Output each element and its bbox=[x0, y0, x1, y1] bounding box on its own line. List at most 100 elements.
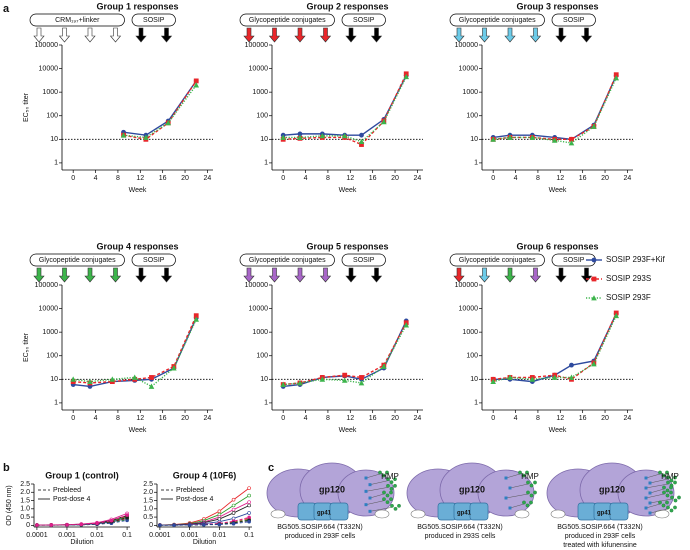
x-tick-label: 24 bbox=[624, 415, 632, 422]
y-tick-label: 100000 bbox=[245, 42, 268, 49]
immunization-label: SOSIP bbox=[353, 257, 375, 264]
legend-label: SOSIP 293F bbox=[606, 293, 651, 302]
immunization-arrow bbox=[453, 27, 465, 43]
mannose bbox=[669, 478, 674, 483]
mannose bbox=[533, 490, 537, 495]
series-line bbox=[123, 80, 197, 136]
x-tick-label: 24 bbox=[414, 415, 422, 422]
mannose bbox=[661, 473, 666, 478]
x-tick-label: 0.1 bbox=[122, 532, 132, 539]
marker bbox=[280, 134, 286, 140]
x-tick-label: 8 bbox=[326, 415, 330, 422]
marker bbox=[172, 523, 176, 527]
legend-label: SOSIP 293S bbox=[606, 274, 651, 283]
glycan-core bbox=[368, 509, 372, 513]
marker bbox=[158, 523, 162, 527]
marker bbox=[341, 377, 348, 383]
marker bbox=[193, 78, 199, 84]
series-line bbox=[123, 84, 197, 139]
mannose bbox=[673, 505, 677, 510]
membrane-bit bbox=[410, 509, 426, 519]
x-tick-label: 16 bbox=[369, 175, 377, 182]
glycan-stalk bbox=[645, 473, 661, 479]
x-tick-label: 24 bbox=[624, 175, 632, 182]
mannose bbox=[525, 503, 530, 508]
x-tick-label: 4 bbox=[304, 415, 308, 422]
immunization-box bbox=[131, 253, 176, 267]
y-tick-label: 2.5 bbox=[143, 481, 153, 488]
x-tick-label: 12 bbox=[136, 175, 144, 182]
y-tick-label: 1 bbox=[264, 160, 268, 167]
marker bbox=[591, 257, 597, 263]
gp120-label: gp120 bbox=[599, 484, 625, 494]
y-tick-label: 100 bbox=[46, 353, 58, 360]
series-line bbox=[493, 313, 617, 383]
y-axis-label: OD (450 nm) bbox=[6, 485, 13, 525]
immunization-label: Glycopeptide conjugates bbox=[249, 257, 326, 264]
marker bbox=[551, 374, 558, 380]
x-tick-label: 0 bbox=[71, 175, 75, 182]
glycan-core bbox=[644, 496, 648, 500]
marker bbox=[319, 376, 326, 382]
x-tick-label: 0 bbox=[281, 175, 285, 182]
x-tick-label: 20 bbox=[601, 175, 609, 182]
immunization-label: Glycopeptide conjugates bbox=[459, 257, 536, 264]
y-tick-label: 1000 bbox=[42, 89, 58, 96]
y-tick-label: 1 bbox=[54, 400, 58, 407]
marker bbox=[358, 380, 365, 386]
marker bbox=[568, 140, 575, 146]
glycan-core bbox=[644, 486, 648, 490]
glycan-stalk bbox=[365, 473, 381, 479]
mannose bbox=[389, 480, 394, 485]
marker bbox=[231, 503, 236, 508]
env-trimer bbox=[546, 462, 675, 521]
y-axis-label: EC₅₀ titer bbox=[23, 92, 30, 122]
marker bbox=[109, 518, 114, 523]
immunization-box bbox=[131, 13, 176, 27]
immunization-arrow bbox=[504, 27, 516, 43]
immunization-arrow bbox=[370, 267, 383, 283]
mannose bbox=[393, 506, 398, 511]
immunization-arrow bbox=[84, 27, 96, 43]
x-tick-label: 20 bbox=[181, 175, 189, 182]
x-axis-label: Week bbox=[339, 187, 357, 194]
mannose bbox=[662, 485, 666, 490]
mannose bbox=[665, 488, 670, 493]
x-tick-label: 4 bbox=[94, 415, 98, 422]
y-tick-label: 1 bbox=[54, 160, 58, 167]
marker bbox=[359, 132, 364, 138]
x-tick-label: 0.01 bbox=[90, 532, 104, 539]
glycan-stalk bbox=[649, 478, 669, 484]
glycan-stalk bbox=[365, 487, 389, 492]
mannose bbox=[665, 493, 670, 498]
immunization-box bbox=[341, 253, 386, 267]
marker bbox=[193, 313, 199, 319]
x-tick-label: 0 bbox=[491, 175, 495, 182]
immunization-arrow bbox=[529, 267, 542, 283]
y-tick-label: 2.0 bbox=[143, 489, 153, 496]
immunization-arrow bbox=[580, 27, 593, 43]
immunization-box bbox=[449, 253, 545, 267]
glycan-core bbox=[368, 483, 372, 487]
glycan-core bbox=[504, 476, 508, 480]
mannose bbox=[669, 508, 674, 513]
gp41-label: gp41 bbox=[317, 511, 332, 517]
chart-title: Group 1 responses bbox=[96, 1, 178, 11]
gp41-block bbox=[469, 502, 489, 521]
caption: produced in 293S cells bbox=[425, 533, 496, 540]
y-tick-label: 100 bbox=[466, 353, 478, 360]
marker bbox=[613, 75, 620, 81]
mannose bbox=[669, 485, 673, 490]
immunization-box bbox=[239, 253, 335, 267]
immunization-arrow bbox=[453, 267, 465, 283]
caption: produced in 293F cells bbox=[565, 533, 636, 540]
membrane-bit bbox=[270, 509, 286, 519]
x-tick-label: 8 bbox=[116, 415, 120, 422]
mannose bbox=[521, 473, 526, 478]
glycan-stalk bbox=[509, 483, 529, 489]
env-trimer bbox=[406, 462, 535, 521]
x-tick-label: 8 bbox=[536, 175, 540, 182]
x-tick-label: 8 bbox=[326, 175, 330, 182]
gp41-label: gp41 bbox=[457, 511, 472, 517]
caption: treated with kifunensine bbox=[563, 542, 637, 549]
